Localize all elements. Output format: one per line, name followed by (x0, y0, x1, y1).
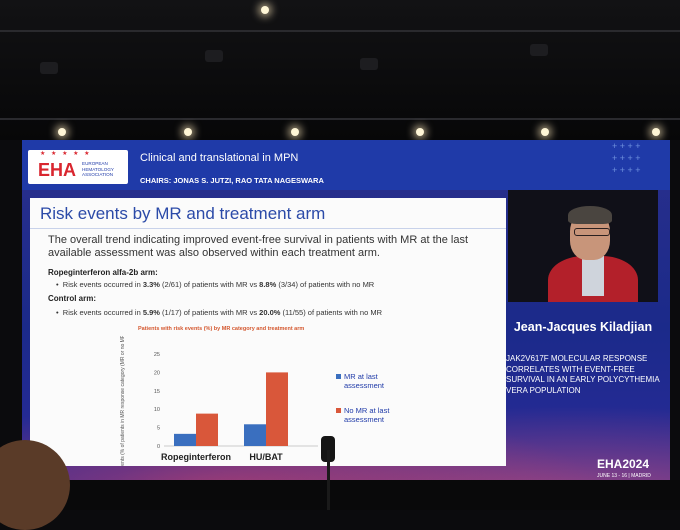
bullet-control: • Risk events occurred in 5.9% (1/17) of… (56, 308, 383, 317)
bar-mr-0 (174, 433, 196, 446)
arm-label-control: Control arm: (48, 294, 96, 303)
ceiling-truss (0, 118, 680, 120)
y-tick-label: 20 (154, 370, 160, 376)
legend-item-nomr: No MR at last assessment (336, 406, 456, 440)
session-header: ★ ★ ★ ★ ★ EHA EUROPEAN HEMATOLOGY ASSOCI… (22, 140, 670, 190)
conference-dates: JUNE 13 - 16 | MADRID (597, 473, 651, 479)
stage-spotlight (40, 62, 58, 74)
microphone-stand (327, 450, 330, 510)
slide-intro: The overall trend indicating improved ev… (48, 234, 469, 259)
arm-label-ropeg: Ropeginterferon alfa-2b arm: (48, 268, 158, 277)
speaker-video (508, 190, 658, 302)
slide-title: Risk events by MR and treatment arm (40, 204, 326, 223)
bullet-ropeg: • Risk events occurred in 3.3% (2/61) of… (56, 280, 375, 289)
logo-subtitle: EUROPEAN HEMATOLOGY ASSOCIATION (82, 161, 114, 177)
logo-wordmark: EHA (38, 160, 77, 180)
ceiling-light (184, 128, 192, 136)
speaker-glasses (574, 228, 610, 236)
stage-spotlight (205, 50, 223, 62)
bar-mr-1 (244, 424, 266, 446)
chart-title: Patients with risk events (%) by MR cate… (138, 326, 305, 332)
logo-stars-icon: ★ ★ ★ ★ ★ (40, 151, 92, 157)
speaker-shirt (582, 256, 604, 296)
venue-ceiling (0, 0, 680, 140)
bar-nomr-1 (266, 372, 288, 446)
speaker-hair (568, 206, 612, 224)
session-title: Clinical and translational in MPN (140, 152, 299, 164)
x-category-label: Ropeginterferon (161, 452, 231, 462)
ceiling-light (416, 128, 424, 136)
bar-nomr-0 (196, 413, 218, 446)
microphone (321, 436, 335, 462)
legend-swatch-mr (336, 374, 341, 379)
legend-swatch-nomr (336, 408, 341, 413)
ceiling-light (541, 128, 549, 136)
slide-content: Risk events by MR and treatment arm The … (30, 198, 506, 466)
legend-item-mr: MR at last assessment (336, 372, 456, 406)
room-floor (0, 480, 680, 510)
legend-label-mr: MR at last assessment (344, 372, 385, 390)
ceiling-light (652, 128, 660, 136)
conference-name: EHA2024 (597, 457, 650, 471)
legend-label-nomr: No MR at last assessment (344, 406, 390, 424)
x-category-label: HU/BAT (249, 452, 283, 462)
risk-events-bar-chart: Patients with risk events (% of patients… (120, 336, 318, 466)
y-axis-title: Patients with risk events (% of patients… (120, 336, 126, 466)
presentation-screen: ★ ★ ★ ★ ★ EHA EUROPEAN HEMATOLOGY ASSOCI… (22, 140, 670, 480)
y-tick-label: 15 (154, 389, 160, 395)
stage-spotlight (360, 58, 378, 70)
decorative-plus-grid-icon: + + + + + + + + + + + + (612, 141, 641, 175)
y-tick-label: 0 (157, 444, 160, 450)
y-tick-label: 25 (154, 352, 160, 358)
ceiling-light (261, 6, 269, 14)
eha-logo: ★ ★ ★ ★ ★ EHA EUROPEAN HEMATOLOGY ASSOCI… (28, 150, 128, 184)
session-chairs: CHAIRS: JONAS S. JUTZI, RAO TATA NAGESWA… (140, 176, 324, 185)
ceiling-light (58, 128, 66, 136)
speaker-name: Jean-Jacques Kiladjian (513, 320, 653, 334)
y-tick-label: 5 (157, 426, 160, 432)
stage-spotlight (530, 44, 548, 56)
chart-legend: MR at last assessment No MR at last asse… (336, 372, 456, 440)
ceiling-truss (0, 30, 680, 32)
talk-title: JAK2V617F MOLECULAR RESPONSE CORRELATES … (506, 354, 660, 395)
y-tick-label: 10 (154, 407, 160, 413)
ceiling-light (291, 128, 299, 136)
title-divider (30, 228, 506, 229)
